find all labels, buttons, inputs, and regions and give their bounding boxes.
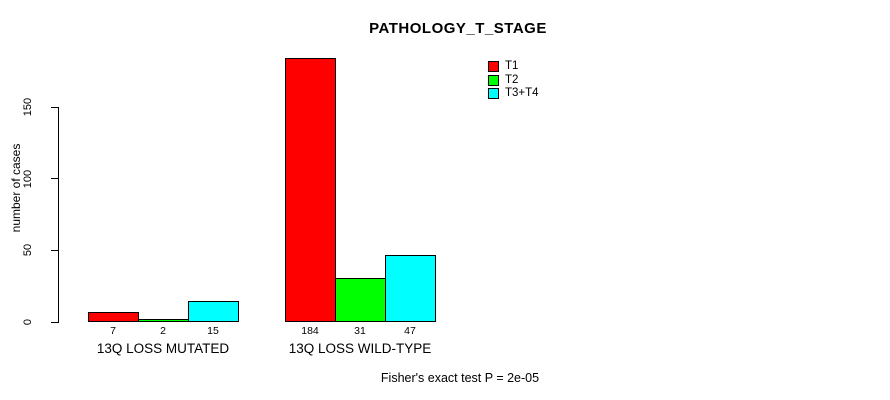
y-axis-tick: [51, 106, 58, 108]
bar-value-label: 7: [110, 325, 116, 337]
y-axis-tick: [51, 249, 58, 251]
legend-item-t3-t4: T3+T4: [488, 87, 539, 99]
y-axis-line: [58, 107, 59, 323]
y-axis-title: number of cases: [9, 143, 23, 233]
y-axis-tick: [51, 321, 58, 323]
y-axis-tick: [51, 178, 58, 180]
legend-swatch-icon: [488, 74, 499, 86]
bar-t2-group2: [335, 277, 386, 322]
legend-swatch-icon: [488, 61, 499, 72]
bar-t3-t4-group2: [385, 254, 436, 322]
category-label: 13Q LOSS MUTATED: [96, 341, 230, 356]
legend-item-t2: T2: [488, 73, 539, 86]
y-axis-tick-label: 0: [22, 318, 34, 326]
bar-t1-group1: [88, 311, 139, 322]
bar-t1-group2: [285, 58, 336, 322]
y-axis-tick-label: 50: [22, 244, 34, 257]
fisher-test-annotation: Fisher's exact test P = 2e-05: [380, 371, 540, 385]
bar-t2-group1: [138, 319, 189, 322]
category-label: 13Q LOSS WILD-TYPE: [288, 341, 432, 356]
bar-value-label: 47: [404, 325, 416, 337]
bar-value-label: 2: [160, 325, 166, 337]
bar-t3-t4-group1: [188, 300, 239, 322]
bar-value-label: 31: [354, 325, 366, 337]
y-axis-tick-label: 150: [22, 97, 34, 117]
legend-label: T2: [505, 73, 519, 86]
legend-label: T1: [505, 60, 519, 72]
chart-title: PATHOLOGY_T_STAGE: [369, 20, 547, 37]
legend: T1 T2 T3+T4: [488, 60, 539, 99]
bar-value-label: 184: [301, 325, 319, 337]
y-axis-tick-label: 100: [22, 169, 34, 188]
bar-value-label: 15: [207, 325, 219, 337]
legend-swatch-icon: [488, 88, 499, 99]
legend-label: T3+T4: [505, 87, 539, 99]
legend-item-t1: T1: [488, 60, 539, 72]
